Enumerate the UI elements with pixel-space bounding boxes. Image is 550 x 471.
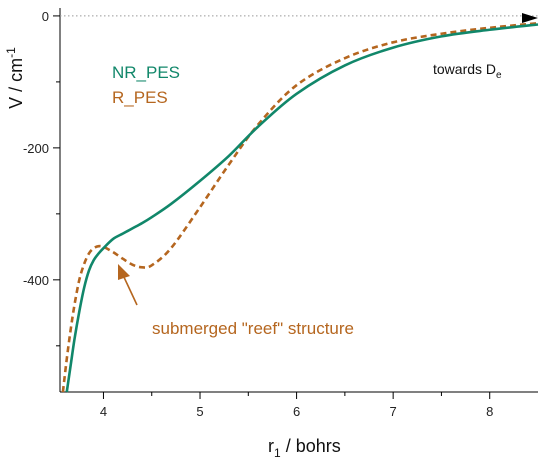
y-tick-label: -400 [23, 273, 49, 288]
towards-de-arrowhead [522, 13, 538, 23]
towards-de-text: towards D [433, 61, 496, 77]
x-axis-title-base: r [268, 436, 274, 456]
x-axis-title-subscript: 1 [274, 446, 281, 460]
towards-de-label: towards De [433, 61, 502, 81]
x-axis-title-rest: / bohrs [281, 436, 341, 456]
reef-arrowhead [118, 264, 130, 280]
towards-de-subscript: e [496, 70, 502, 81]
series-nr-pes-line [65, 23, 539, 393]
y-axis-title-superscript: -1 [4, 47, 18, 58]
reef-annotation-label: submerged "reef" structure [152, 319, 354, 338]
series-layer [61, 21, 539, 393]
reef-arrow-shaft [122, 274, 138, 306]
y-axis-title-base: V / cm [6, 58, 26, 109]
series-r-pes-line [61, 21, 539, 393]
x-tick-label: 4 [100, 404, 107, 419]
x-axis-title: r1 / bohrs [268, 436, 341, 460]
x-tick-label: 5 [196, 404, 203, 419]
y-axis-title: V / cm-1 [4, 47, 26, 109]
x-tick-label: 8 [486, 404, 493, 419]
x-tick-label: 6 [293, 404, 300, 419]
y-tick-label: 0 [42, 9, 49, 24]
y-tick-label: -200 [23, 141, 49, 156]
x-tick-label: 7 [390, 404, 397, 419]
tick-marks [53, 15, 491, 399]
tick-labels: 4 5 6 7 8 0 -200 -400 [23, 9, 493, 419]
legend-entry-r-pes: R_PES [112, 88, 168, 107]
legend-entry-nr-pes: NR_PES [112, 63, 180, 82]
